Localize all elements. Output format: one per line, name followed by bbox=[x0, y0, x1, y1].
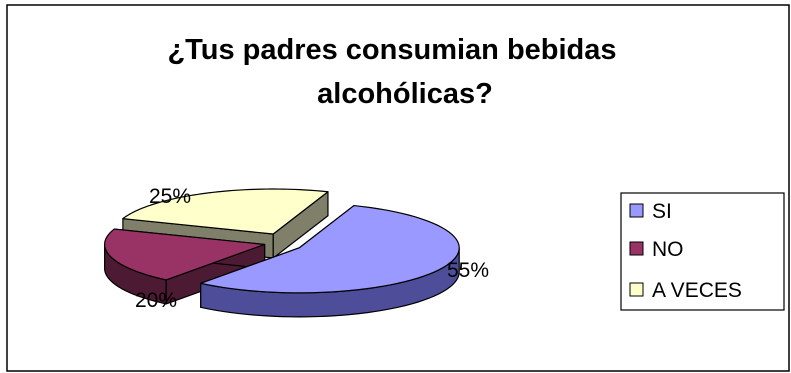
pie-slice-top-no bbox=[104, 228, 266, 281]
pie-slice-top-si bbox=[200, 204, 460, 294]
legend-swatch-no bbox=[629, 241, 644, 256]
legend-label-si: SI bbox=[652, 200, 672, 223]
data-label-no: 20% bbox=[135, 289, 177, 312]
pie-chart bbox=[104, 188, 460, 318]
legend: SI NO A VECES bbox=[620, 192, 785, 311]
chart-title-line-1: ¿Tus padres consumian bebidas bbox=[167, 34, 616, 66]
pie-slice-si bbox=[200, 204, 460, 318]
chart-title-line-2: alcohólicas? bbox=[317, 78, 493, 110]
legend-swatch-a-veces bbox=[629, 282, 644, 297]
legend-label-no: NO bbox=[652, 238, 684, 261]
pie-slice-top-a-veces bbox=[122, 188, 329, 235]
legend-label-a-veces: A VECES bbox=[652, 279, 742, 302]
data-label-si: 55% bbox=[447, 259, 489, 282]
data-label-a-veces: 25% bbox=[149, 185, 191, 208]
legend-box bbox=[620, 192, 785, 311]
pie-slice-no bbox=[104, 228, 266, 305]
legend-swatch-si bbox=[629, 203, 644, 218]
